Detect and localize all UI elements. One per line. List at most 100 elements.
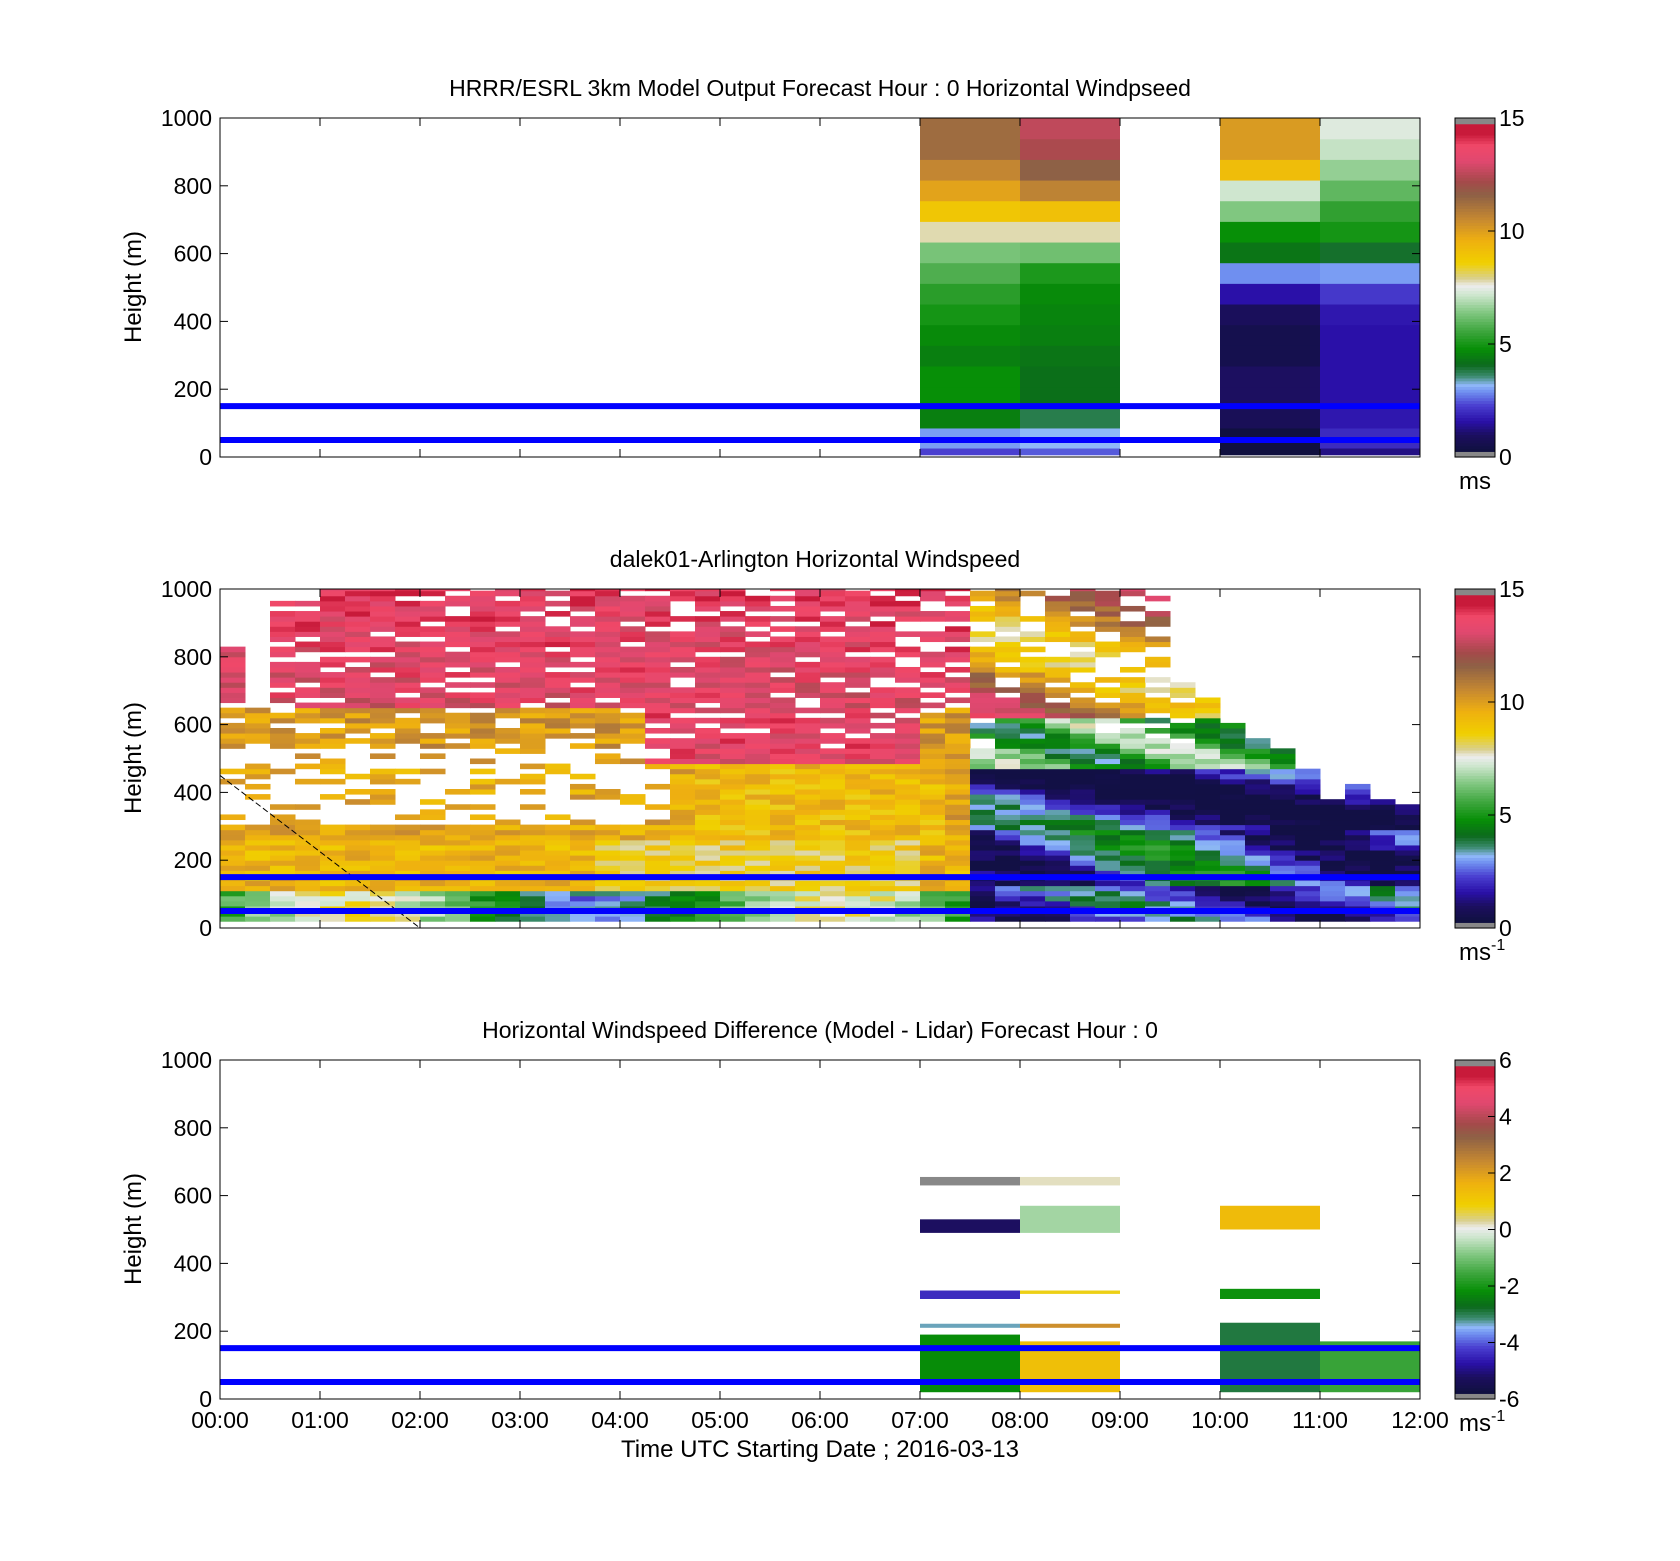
heatmap-cell (870, 799, 896, 805)
heatmap-cell (720, 860, 746, 866)
heatmap-cell (695, 682, 721, 688)
heatmap-cell (670, 748, 696, 754)
heatmap-cell (1270, 865, 1296, 871)
heatmap-cell (1395, 819, 1420, 826)
heatmap-cell (870, 814, 896, 821)
heatmap-cell (645, 611, 671, 617)
heatmap-cell (520, 778, 546, 785)
heatmap-cell (995, 738, 1021, 744)
heatmap-cell (870, 589, 896, 592)
colorbar-segment (1455, 911, 1495, 915)
heatmap-cell (645, 865, 671, 871)
heatmap-cell (820, 768, 846, 775)
heatmap-cell (720, 600, 746, 607)
heatmap-cell (670, 783, 696, 790)
heatmap-cell (595, 834, 621, 841)
colorbar-segment (1455, 682, 1495, 686)
heatmap-cell (1020, 712, 1046, 719)
heatmap-cell (1095, 621, 1121, 627)
heatmap-cell (470, 865, 496, 871)
x-tick-label: 06:00 (791, 1407, 849, 1433)
colorbar-segment (1455, 1365, 1495, 1369)
heatmap-cell (945, 763, 971, 770)
heatmap-cell (945, 589, 971, 592)
heatmap-cell (1045, 819, 1071, 826)
colorbar-segment (1455, 318, 1495, 322)
x-tick-label: 10:00 (1191, 1407, 1249, 1433)
colorbar-segment (1455, 783, 1495, 788)
heatmap-cell (520, 589, 546, 592)
heatmap-cell (470, 590, 496, 597)
heatmap-cell (470, 626, 496, 632)
heatmap-cell (820, 717, 846, 724)
heatmap-cell (970, 824, 996, 831)
heatmap-cell (345, 834, 371, 841)
heatmap-cell (570, 605, 596, 612)
heatmap-cell (445, 865, 471, 871)
heatmap-cell (970, 697, 996, 704)
heatmap-cell (320, 590, 346, 597)
heatmap-cell (1395, 824, 1420, 831)
heatmap-cell (920, 1176, 1020, 1186)
heatmap-cell (395, 631, 421, 637)
heatmap-cell (1020, 702, 1046, 709)
heatmap-cell (845, 819, 871, 826)
heatmap-cell (845, 697, 871, 704)
colorbar-segment (1455, 857, 1495, 861)
heatmap-cell (1295, 844, 1321, 851)
heatmap-cell (995, 865, 1021, 871)
heatmap-cell (1095, 783, 1121, 790)
heatmap-cell (495, 702, 521, 709)
heatmap-cell (770, 722, 796, 729)
colorbar-segment (1455, 891, 1495, 895)
heatmap-cell (220, 722, 246, 729)
heatmap-cell (595, 758, 621, 765)
heatmap-cell (1020, 783, 1046, 790)
heatmap-cell (320, 672, 346, 678)
heatmap-cell (370, 682, 396, 688)
heatmap-cell (795, 738, 821, 744)
heatmap-cell (570, 697, 596, 704)
heatmap-cell (420, 844, 446, 851)
heatmap-cell (820, 733, 846, 739)
heatmap-cell (645, 616, 671, 622)
colorbar-segment (1455, 270, 1495, 274)
heatmap-cell (395, 611, 421, 617)
heatmap-cell (770, 799, 796, 805)
heatmap-cell (1145, 809, 1171, 815)
colorbar-segment (1455, 1119, 1495, 1123)
colorbar-segment (1455, 1328, 1495, 1332)
heatmap-cell (1295, 809, 1321, 815)
heatmap-cell (845, 722, 871, 729)
heatmap-cell (1170, 702, 1196, 709)
heatmap-cell (645, 682, 671, 688)
colorbar-segment (1455, 837, 1495, 842)
heatmap-cell (720, 656, 746, 663)
heatmap-cell (1020, 590, 1046, 597)
heatmap-cell (570, 885, 596, 892)
heatmap-cell (770, 677, 796, 683)
heatmap-cell (395, 687, 421, 693)
heatmap-cell (945, 595, 971, 602)
heatmap-cell (345, 707, 371, 714)
heatmap-cell (845, 707, 871, 714)
heatmap-cell (245, 855, 271, 861)
colorbar-segment (1455, 625, 1495, 630)
colorbar-segment (1455, 1339, 1495, 1344)
heatmap-cell (1095, 677, 1121, 683)
heatmap-cell (895, 865, 921, 871)
heatmap-cell (420, 626, 446, 632)
heatmap-cell (445, 733, 471, 739)
heatmap-cell (1320, 844, 1346, 851)
heatmap-cell (420, 865, 446, 871)
heatmap-cell (720, 824, 746, 831)
heatmap-cell (1020, 733, 1046, 739)
heatmap-cell (695, 789, 721, 795)
heatmap-cell (270, 636, 296, 643)
colorbar-segment (1455, 764, 1495, 768)
heatmap-cell (895, 590, 921, 597)
heatmap-cell (720, 773, 746, 780)
colorbar-segment (1455, 1263, 1495, 1267)
heatmap-cell (1220, 778, 1246, 785)
heatmap-cell (520, 600, 546, 607)
